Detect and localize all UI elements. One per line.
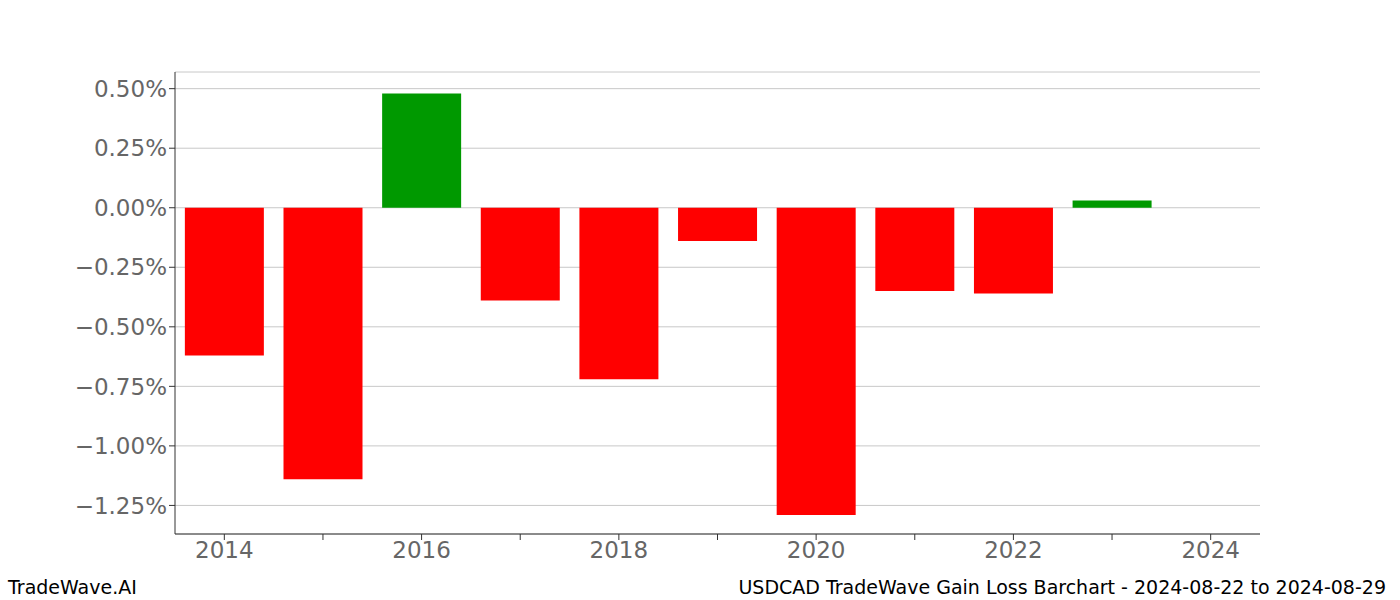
svg-text:0.25%: 0.25% bbox=[94, 135, 167, 161]
svg-text:−0.50%: −0.50% bbox=[75, 314, 167, 340]
svg-text:0.00%: 0.00% bbox=[94, 195, 167, 221]
svg-text:−1.00%: −1.00% bbox=[75, 433, 167, 459]
svg-text:2018: 2018 bbox=[590, 537, 649, 563]
svg-text:−0.25%: −0.25% bbox=[75, 254, 167, 280]
html-text:TradeWave.AI: TradeWave.AI bbox=[8, 576, 137, 598]
svg-text:2020: 2020 bbox=[787, 537, 846, 563]
svg-text:−0.75%: −0.75% bbox=[75, 374, 167, 400]
svg-text:−1.25%: −1.25% bbox=[75, 493, 167, 519]
svg-text:2014: 2014 bbox=[195, 537, 254, 563]
svg-text:2016: 2016 bbox=[392, 537, 451, 563]
svg-text:0.50%: 0.50% bbox=[94, 76, 167, 102]
svg-text:2022: 2022 bbox=[984, 537, 1043, 563]
html-text:USDCAD TradeWave Gain Loss Bar: USDCAD TradeWave Gain Loss Barchart - 20… bbox=[738, 576, 1386, 598]
svg-text:2024: 2024 bbox=[1181, 537, 1240, 563]
